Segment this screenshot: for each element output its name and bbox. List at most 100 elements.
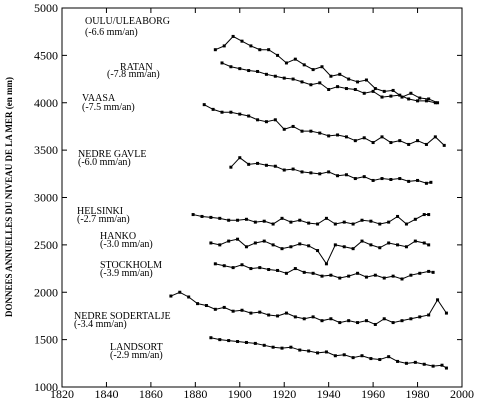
point [282, 168, 286, 172]
point [378, 358, 382, 362]
point [191, 213, 195, 217]
point [380, 95, 384, 99]
point [380, 135, 384, 139]
point [387, 220, 391, 224]
series-name: HANKO [100, 231, 136, 242]
point [264, 163, 268, 167]
point [338, 72, 342, 76]
point [389, 177, 393, 181]
point [362, 91, 366, 95]
point [398, 177, 402, 181]
point [382, 276, 386, 280]
point [353, 87, 357, 91]
point [333, 222, 337, 226]
point [400, 277, 404, 281]
x-tick-label: 1960 [361, 387, 385, 401]
point [318, 131, 322, 135]
point [320, 65, 324, 69]
point [187, 295, 191, 299]
x-tick-label: 1820 [50, 387, 74, 401]
point [309, 129, 313, 133]
point [289, 345, 293, 349]
point [293, 267, 297, 271]
series-line [203, 104, 445, 146]
point [213, 262, 217, 266]
point [351, 222, 355, 226]
point [222, 264, 226, 268]
point [320, 319, 324, 323]
point [264, 120, 268, 124]
series-line [170, 291, 447, 326]
point [229, 110, 233, 114]
point [209, 336, 213, 340]
point [236, 218, 240, 222]
point [356, 80, 360, 84]
point [351, 247, 355, 251]
point [236, 237, 240, 241]
point [344, 135, 348, 139]
point [342, 245, 346, 249]
point [298, 348, 302, 352]
point [404, 245, 408, 249]
point [316, 222, 320, 226]
point [258, 266, 262, 270]
y-tick-label: 2000 [34, 285, 58, 299]
point [249, 311, 253, 315]
x-tick-label: 1880 [183, 387, 207, 401]
point [424, 181, 428, 185]
x-tick-label: 1900 [228, 387, 252, 401]
point [396, 359, 400, 363]
series-name: LANDSORT [110, 342, 163, 353]
point [413, 217, 417, 221]
point [280, 346, 284, 350]
point [200, 214, 204, 218]
point [222, 305, 226, 309]
point [262, 239, 266, 243]
point [249, 44, 253, 48]
point [442, 143, 446, 147]
point [404, 222, 408, 226]
point [253, 220, 257, 224]
point [360, 239, 364, 243]
point [400, 319, 404, 323]
point [262, 343, 266, 347]
point [364, 319, 368, 323]
point [427, 213, 431, 217]
point [311, 271, 315, 275]
point [424, 142, 428, 146]
point [433, 101, 437, 105]
point [204, 304, 208, 308]
point [240, 39, 244, 43]
point [371, 89, 375, 93]
point [271, 222, 275, 226]
point [262, 219, 266, 223]
series-annotation: (-3.9 mm/an) [100, 268, 153, 279]
series-name: STOCKHOLM [100, 260, 162, 271]
point [416, 99, 420, 103]
series-name: OULU/ULEABORG [85, 16, 170, 27]
point [327, 170, 331, 174]
point [258, 48, 262, 52]
point [236, 340, 240, 344]
y-tick-label: 5000 [34, 1, 58, 15]
point [371, 141, 375, 145]
point [291, 167, 295, 171]
point [364, 275, 368, 279]
point [273, 118, 277, 122]
point [256, 118, 260, 122]
point [302, 63, 306, 67]
point [324, 216, 328, 220]
point [389, 94, 393, 98]
point [396, 214, 400, 218]
point [404, 361, 408, 365]
point [336, 85, 340, 89]
point [391, 88, 395, 92]
point [247, 162, 251, 166]
point [429, 180, 433, 184]
point [413, 360, 417, 364]
point [220, 61, 224, 65]
y-tick-label: 3000 [34, 191, 58, 205]
point [244, 245, 248, 249]
point [211, 107, 215, 111]
